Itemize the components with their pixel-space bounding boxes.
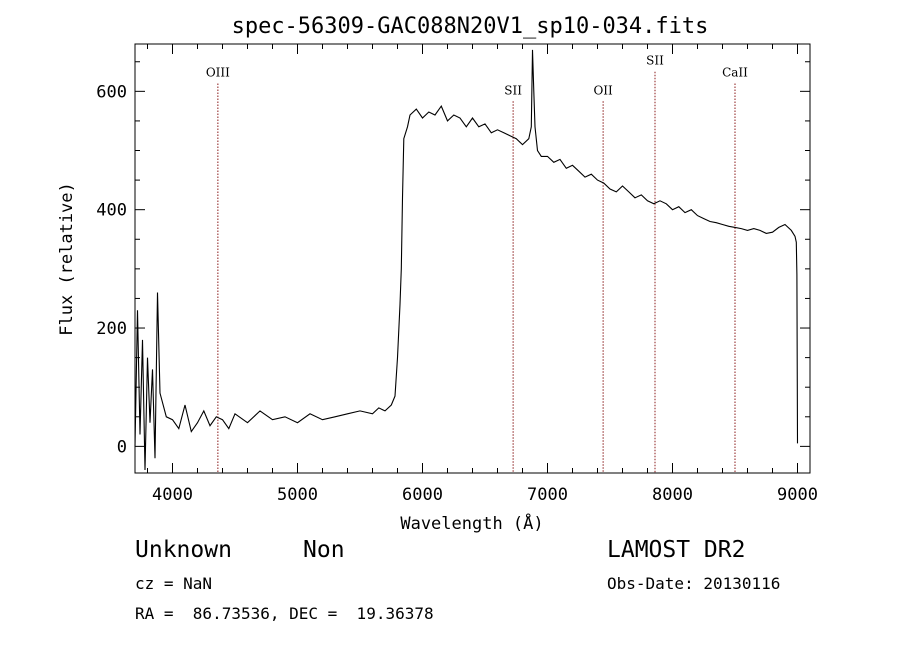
tick-layer: 4000 5000 6000 7000 8000 9000 0 200 400 600 [96, 44, 818, 505]
spectral-line-label: SII [646, 54, 664, 68]
survey-label: LAMOST DR2 [607, 537, 746, 563]
class-label: Unknown [135, 537, 232, 563]
radec-label: RA = 86.73536, DEC = 19.36378 [135, 604, 434, 623]
y-tick-label: 400 [96, 201, 127, 221]
chart-title: spec-56309-GAC088N20V1_sp10-034.fits [232, 14, 709, 39]
x-tick-label: 4000 [152, 485, 193, 505]
spectral-line-label: OIII [206, 66, 230, 80]
spectrum-line [134, 49, 799, 471]
x-tick-label: 8000 [652, 485, 693, 505]
spectral-line-label: SII [504, 83, 522, 97]
spectral-line-label: CaII [722, 66, 748, 80]
obs-date-label: Obs-Date: 20130116 [607, 574, 781, 593]
series-layer [134, 49, 799, 471]
plot-frame [134, 43, 811, 474]
y-tick-label: 600 [96, 82, 127, 102]
y-tick-label: 200 [96, 319, 127, 339]
spectral-line-label: OII [593, 83, 613, 97]
subclass-label: Non [303, 537, 345, 563]
x-tick-label: 6000 [402, 485, 443, 505]
annotation-layer: OIII SII OII SII CaII [206, 54, 748, 473]
y-axis-label: Flux (relative) [57, 182, 77, 336]
cz-label: cz = NaN [135, 574, 213, 593]
x-tick-label: 7000 [527, 485, 568, 505]
x-axis-label: Wavelength (Å) [400, 512, 543, 534]
y-tick-label: 0 [117, 437, 127, 457]
x-tick-label: 9000 [777, 485, 818, 505]
x-tick-label: 5000 [277, 485, 318, 505]
